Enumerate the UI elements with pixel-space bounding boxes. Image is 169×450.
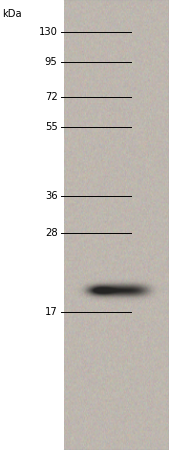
Text: 72: 72 (45, 92, 57, 102)
Text: 55: 55 (45, 122, 57, 132)
Text: 17: 17 (45, 307, 57, 317)
Bar (0, 0, 64, 450)
Text: 130: 130 (39, 27, 57, 37)
Text: 95: 95 (45, 57, 57, 67)
Text: 28: 28 (45, 228, 57, 238)
Text: 36: 36 (45, 191, 57, 201)
Text: kDa: kDa (2, 9, 21, 19)
